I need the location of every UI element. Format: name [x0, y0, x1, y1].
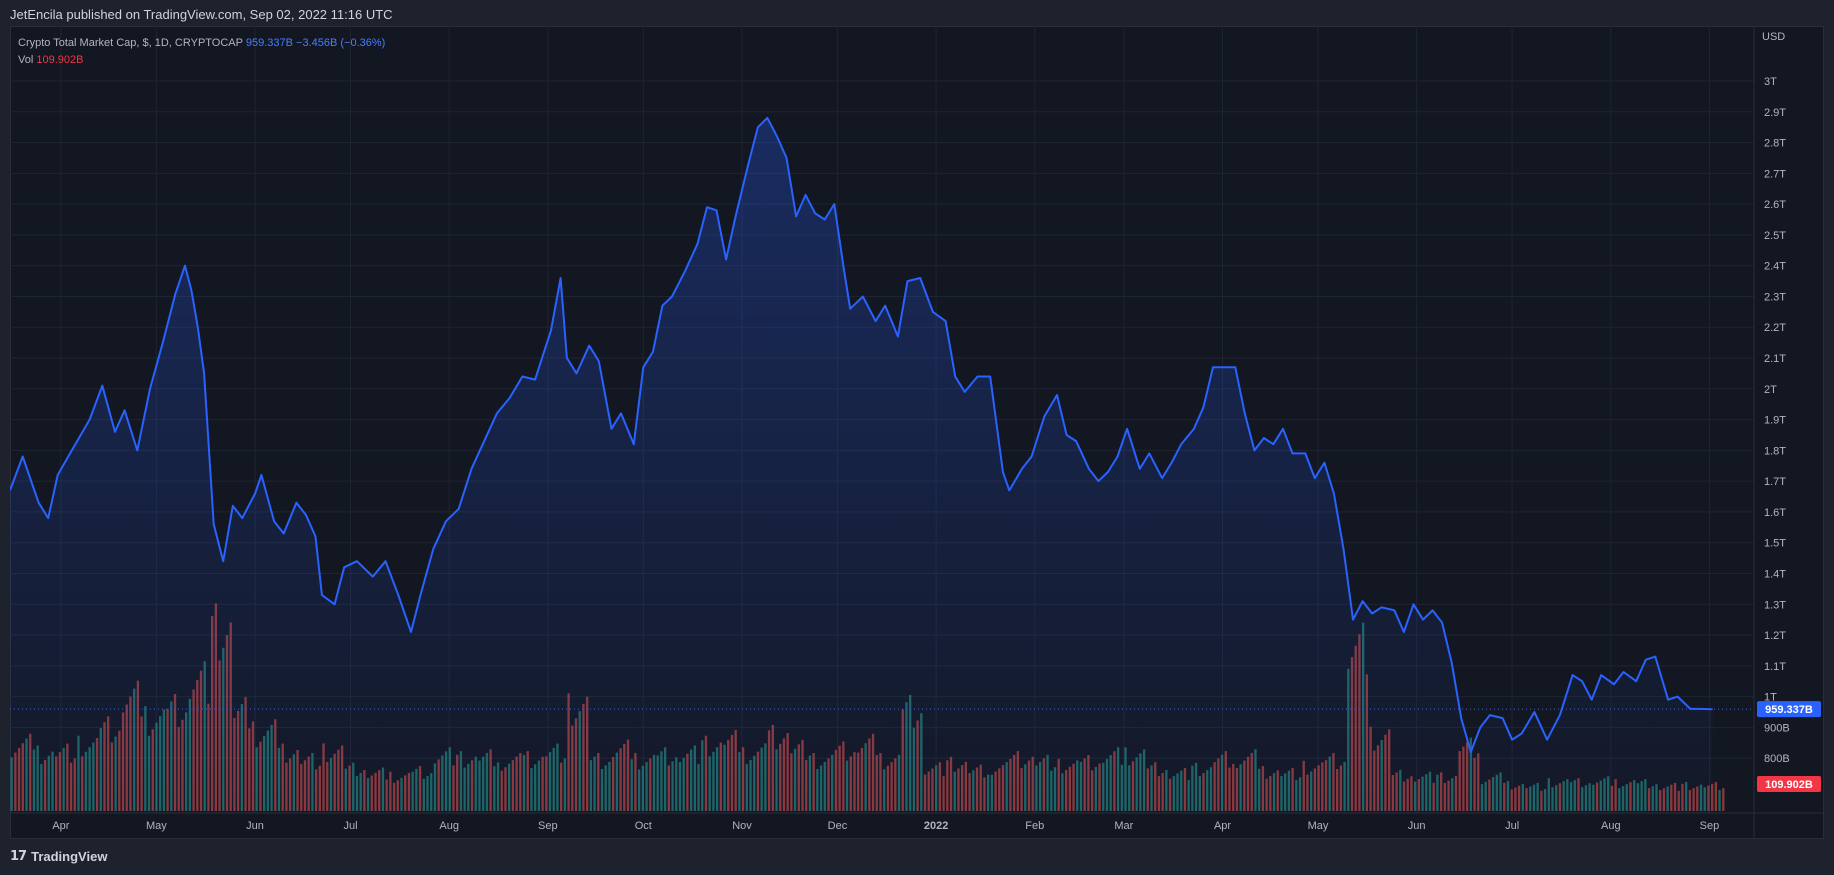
price-tick-label: 1.7T	[1764, 476, 1786, 488]
price-tick-label: 1.3T	[1764, 599, 1786, 611]
symbol-title[interactable]: Crypto Total Market Cap, $, 1D, CRYPTOCA…	[18, 37, 243, 49]
currency-label: USD	[1762, 31, 1785, 43]
price-tick-label: 1.1T	[1764, 661, 1786, 673]
volume-bar	[1722, 788, 1725, 811]
time-tick-label: Mar	[1114, 820, 1133, 832]
time-tick-label: Jul	[1505, 820, 1519, 832]
volume-value: 109.902B	[36, 54, 84, 66]
price-tick-label: 2.3T	[1764, 291, 1786, 303]
time-tick-label: May	[146, 820, 167, 832]
time-tick-label: May	[1308, 820, 1329, 832]
volume-label[interactable]: Vol	[18, 54, 34, 66]
time-tick-label: Nov	[732, 820, 752, 832]
price-tick-label: 1.2T	[1764, 630, 1786, 642]
price-tick-label: 800B	[1764, 753, 1790, 765]
footer-brand[interactable]: 17 TradingView	[10, 849, 107, 864]
price-tick-label: 2.7T	[1764, 168, 1786, 180]
time-tick-label: Apr	[52, 820, 69, 832]
tradingview-logo-icon: 17	[10, 849, 27, 864]
price-tick-label: 1.9T	[1764, 415, 1786, 427]
time-tick-label: Sep	[538, 820, 558, 832]
price-axis[interactable]: 3T 2.9T 2.8T 2.7T 2.6T 2.5T 2.4T 2.3T 2.2T 2.1T 2T…	[1764, 76, 1790, 765]
price-tick-label: 2.1T	[1764, 353, 1786, 365]
price-tick-label: 2.8T	[1764, 138, 1786, 150]
price-chart[interactable]: USD 3T 2.9T 2.8T 2.7T 2.6T 2.5T 2.4T 2.3T 2.2T 2.…	[10, 26, 1824, 839]
chart-legend: Crypto Total Market Cap, $, 1D, CRYPTOCA…	[18, 35, 385, 69]
price-tick-label: 2.4T	[1764, 261, 1786, 273]
price-tick-label: 1.4T	[1764, 568, 1786, 580]
price-tick-label: 1T	[1764, 692, 1777, 704]
market-cap-area	[10, 117, 1713, 813]
price-tick-label: 1.6T	[1764, 507, 1786, 519]
price-tick-label: 1.8T	[1764, 445, 1786, 457]
time-tick-label: Apr	[1214, 820, 1231, 832]
time-tick-label: Jun	[1408, 820, 1426, 832]
time-tick-label: Oct	[635, 820, 652, 832]
time-tick-label: Jul	[343, 820, 357, 832]
svg-text:959.337B: 959.337B	[1765, 704, 1813, 716]
market-cap-line	[10, 116, 1713, 753]
last-value-tag: 959.337B	[1757, 701, 1821, 718]
volume-bar	[1718, 789, 1721, 811]
time-tick-label: Aug	[439, 820, 459, 832]
volume-legend-row: Vol 109.902B	[18, 52, 385, 69]
price-tick-label: 2.9T	[1764, 107, 1786, 119]
price-tick-label: 2.2T	[1764, 322, 1786, 334]
time-tick-label: Aug	[1601, 820, 1621, 832]
change-value: −3.456B (−0.36%)	[296, 37, 386, 49]
price-tick-label: 1.5T	[1764, 538, 1786, 550]
published-by-line: JetEncila published on TradingView.com, …	[10, 7, 393, 22]
price-tick-label: 2.5T	[1764, 230, 1786, 242]
last-value: 959.337B	[245, 37, 293, 49]
volume-bar	[1714, 782, 1718, 811]
time-tick-label: 2022	[924, 820, 948, 832]
time-axis[interactable]: Apr May Jun Jul Aug Sep Oct Nov Dec 2022 Feb Mar Apr…	[52, 820, 1719, 832]
price-tick-label: 2.6T	[1764, 199, 1786, 211]
price-tick-label: 2T	[1764, 384, 1777, 396]
symbol-legend-row: Crypto Total Market Cap, $, 1D, CRYPTOCA…	[18, 35, 385, 52]
time-tick-label: Feb	[1025, 820, 1044, 832]
time-tick-label: Sep	[1700, 820, 1720, 832]
price-tick-label: 3T	[1764, 76, 1777, 88]
time-tick-label: Dec	[828, 820, 848, 832]
brand-name: TradingView	[31, 849, 108, 864]
time-tick-label: Jun	[246, 820, 264, 832]
svg-text:109.902B: 109.902B	[1765, 779, 1813, 791]
volume-value-tag: 109.902B	[1757, 776, 1821, 792]
price-tick-label: 900B	[1764, 722, 1790, 734]
